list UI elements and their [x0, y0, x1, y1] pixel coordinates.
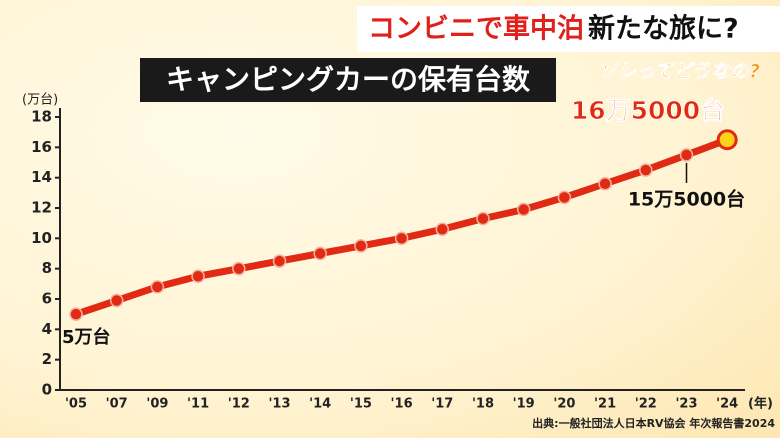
x-tick-label: '07 — [106, 397, 128, 412]
y-tick-label: 6 — [42, 290, 52, 308]
x-tick-label: '18 — [472, 397, 494, 412]
y-tick-label: 14 — [31, 168, 52, 186]
y-tick-label: 10 — [31, 229, 52, 247]
x-tick-label: '14 — [309, 397, 331, 412]
headline-box — [357, 6, 780, 52]
data-point — [109, 293, 124, 308]
headline-highlight: コンビニで車中泊 — [368, 14, 584, 45]
value-label: 5万台 — [62, 326, 111, 348]
x-tick-label: '21 — [594, 397, 616, 412]
data-point — [598, 176, 612, 191]
logo: ソレってどうなの? — [598, 61, 760, 83]
x-tick-label: '13 — [268, 397, 290, 412]
x-tick-label: '19 — [513, 397, 535, 412]
data-point — [557, 190, 572, 205]
value-label: 16万5000台 — [571, 96, 725, 125]
y-tick-label: 0 — [42, 381, 52, 399]
y-axis-label: (万台) — [22, 93, 58, 108]
chart-title: キャンピングカーの保有台数 — [166, 63, 531, 96]
value-label: 15万5000台 — [628, 187, 745, 210]
y-tick-label: 12 — [31, 199, 52, 217]
data-point — [313, 246, 327, 261]
data-point — [476, 211, 490, 226]
data-point — [191, 269, 205, 283]
x-axis-label: (年) — [748, 396, 773, 412]
y-tick-label: 18 — [31, 108, 52, 126]
data-point — [394, 231, 409, 246]
x-tick-label: '05 — [65, 397, 87, 412]
data-point — [516, 202, 531, 217]
x-tick-label: '09 — [146, 397, 168, 412]
y-tick-label: 2 — [42, 350, 52, 368]
data-point — [354, 239, 368, 253]
x-tick-label: '22 — [635, 397, 657, 412]
data-point — [272, 254, 287, 268]
data-point — [69, 307, 83, 321]
headline: 新たな旅に? — [588, 13, 739, 45]
x-tick-label: '12 — [228, 397, 250, 412]
x-tick-label: '23 — [675, 397, 697, 412]
x-tick-label: '16 — [391, 397, 413, 412]
data-point — [639, 163, 653, 177]
data-point — [150, 280, 165, 294]
title-box — [140, 58, 556, 102]
x-tick-label: '11 — [187, 397, 209, 412]
x-tick-label: '17 — [431, 397, 453, 412]
y-tick-label: 4 — [42, 320, 52, 338]
data-point — [232, 261, 246, 276]
x-tick-label: '20 — [553, 397, 575, 412]
data-point — [679, 148, 694, 162]
data-point — [435, 222, 450, 236]
data-point — [716, 129, 738, 151]
x-tick-label: '24 — [716, 397, 738, 412]
y-tick-label: 8 — [42, 259, 52, 277]
x-tick-label: '15 — [350, 397, 372, 412]
y-tick-label: 16 — [31, 138, 52, 156]
source: 出典:一般社団法人日本RV協会 年次報告書2024 — [532, 416, 775, 430]
